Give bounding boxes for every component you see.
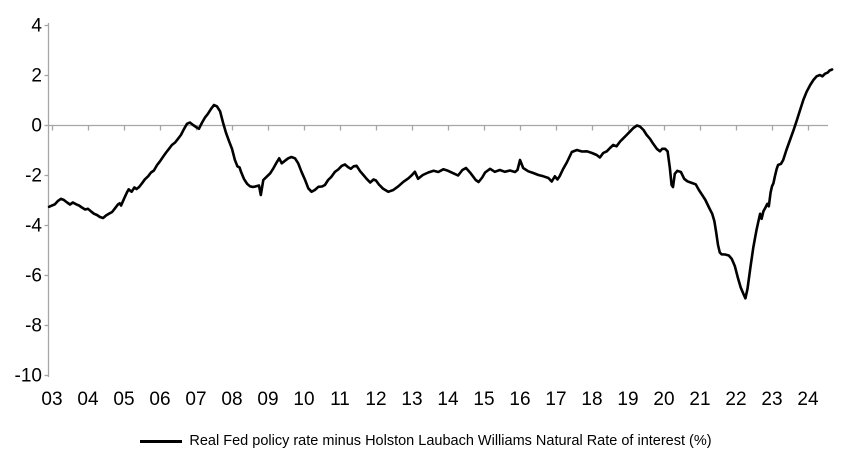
x-axis-label: 06 — [149, 389, 170, 410]
y-axis-label: 0 — [31, 116, 42, 137]
x-axis-label: 23 — [761, 389, 782, 410]
legend-label: Real Fed policy rate minus Holston Lauba… — [189, 433, 712, 449]
y-axis-label: -6 — [25, 266, 42, 287]
x-axis-label: 05 — [113, 389, 134, 410]
series-line — [47, 68, 834, 300]
x-axis-label: 17 — [545, 389, 566, 410]
y-axis-label: -4 — [25, 216, 42, 237]
x-axis-label: 22 — [725, 389, 746, 410]
x-axis-label: 03 — [41, 389, 62, 410]
y-axis-label: -10 — [15, 366, 42, 387]
x-axis-label: 13 — [401, 389, 422, 410]
y-axis-label: -8 — [25, 316, 42, 337]
x-axis-label: 09 — [257, 389, 278, 410]
x-axis-label: 19 — [617, 389, 638, 410]
x-axis-label: 11 — [330, 389, 350, 410]
x-axis-label: 24 — [797, 389, 819, 410]
legend: Real Fed policy rate minus Holston Lauba… — [0, 433, 852, 449]
x-axis-label: 10 — [293, 389, 314, 410]
x-axis-label: 15 — [473, 389, 494, 410]
y-axis-label: -2 — [25, 166, 42, 187]
x-axis-label: 14 — [437, 389, 459, 410]
x-axis-label: 20 — [653, 389, 674, 410]
y-axis-label: 4 — [31, 16, 42, 37]
legend-line-marker — [140, 439, 183, 443]
x-axis-label: 12 — [365, 389, 386, 410]
x-axis-label: 16 — [509, 389, 530, 410]
x-axis-label: 21 — [689, 389, 710, 410]
x-axis-label: 04 — [77, 389, 99, 410]
x-axis-label: 08 — [221, 389, 242, 410]
series-layer — [47, 68, 834, 300]
x-axis-label: 18 — [581, 389, 602, 410]
x-axis-label: 07 — [185, 389, 206, 410]
axis-layer — [44, 23, 810, 377]
y-axis-label: 2 — [31, 66, 42, 87]
